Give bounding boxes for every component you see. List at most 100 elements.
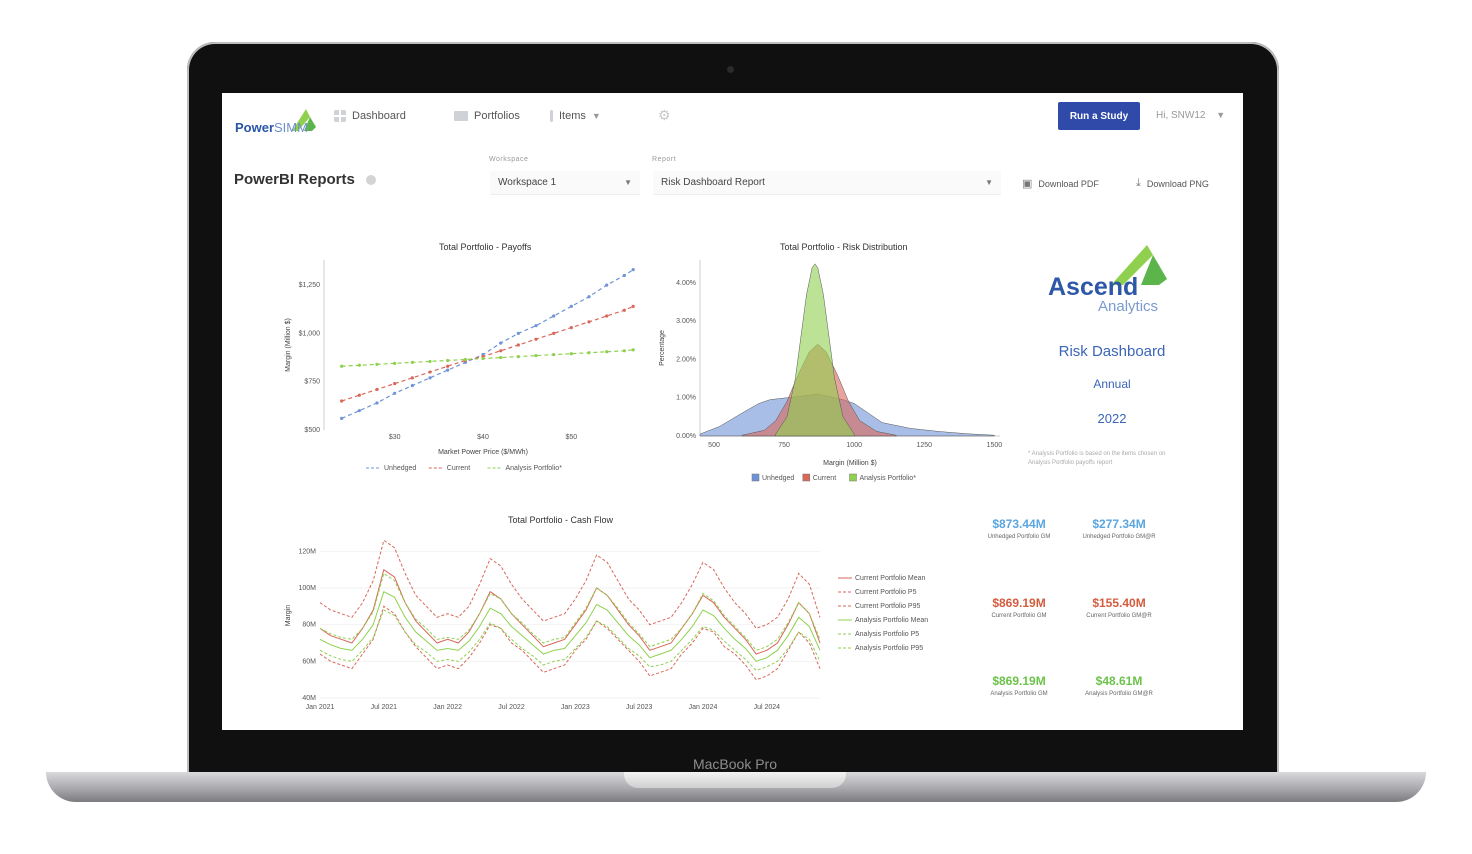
ascend-logo-icon (1111, 245, 1167, 285)
scatter-point (499, 341, 503, 345)
nav-portfolios[interactable]: Portfolios (454, 110, 520, 122)
folder-icon (454, 111, 468, 121)
workspace-value: Workspace 1 (498, 177, 557, 188)
chevron-down-icon: ▼ (624, 178, 632, 187)
gear-icon[interactable]: ⚙ (658, 107, 671, 123)
report-select[interactable]: Risk Dashboard Report ▼ (653, 171, 1001, 195)
x-tick-label: Jan 2024 (689, 704, 718, 711)
scatter-point (446, 368, 450, 372)
scatter-point (605, 350, 609, 354)
download-png-label: Download PNG (1146, 178, 1209, 189)
x-tick-label: Jul 2023 (626, 704, 653, 711)
kpi-tile: $277.34M Unhedged Portfolio GM@R (1064, 517, 1174, 540)
kpi-label: Current Portfolio GM@R (1086, 613, 1152, 619)
kpi-label: Analysis Portfolio GM@R (1085, 691, 1153, 697)
scatter-point (499, 349, 503, 353)
legend-label: Current (447, 465, 470, 472)
kpi-value: $869.19M (992, 596, 1046, 610)
kpi-value: $48.61M (1095, 674, 1143, 688)
kpi-value: $155.40M (1092, 596, 1146, 610)
run-study-button[interactable]: Run a Study (1058, 102, 1140, 130)
device-label: MacBook Pro (692, 756, 778, 772)
y-axis-label: Margin (285, 605, 292, 627)
scatter-point (552, 314, 556, 318)
kpi-label: Current Portfolio GM (991, 613, 1047, 619)
scatter-point (605, 314, 609, 318)
scatter-point (393, 391, 397, 395)
series-line (319, 605, 821, 681)
y-tick-label: $500 (304, 427, 320, 434)
scatter-point (516, 343, 520, 347)
chart-title: Total Portfolio - Payoffs (439, 242, 532, 252)
cash-flow-chart: Total Portfolio - Cash Flow 40M 60M 80M 100M… (285, 515, 928, 711)
logo-text: PowerSIMM (235, 120, 308, 135)
legend-swatch (802, 473, 811, 482)
series-line (319, 572, 821, 651)
workspace-select[interactable]: Workspace 1 ▼ (490, 171, 640, 195)
x-tick-label: $50 (565, 434, 577, 441)
workspace-label: Workspace (489, 156, 529, 163)
legend-label: Current Portfolio P95 (855, 603, 920, 610)
scatter-point (516, 354, 520, 359)
screen: PowerSIMM Dashboard Portfolios Items ▼ ⚙… (222, 93, 1243, 730)
analytics-wordmark: Analytics (1098, 298, 1159, 315)
scatter-point (587, 351, 591, 355)
scatter-point (410, 383, 414, 388)
y-tick-label: 3.00% (676, 318, 696, 325)
user-menu[interactable]: Hi, SNW12 ▼ (1156, 110, 1225, 121)
dashboard-title: Risk Dashboard (1058, 343, 1166, 360)
kpi-value: $869.19M (992, 674, 1046, 688)
y-tick-label: 80M (302, 622, 316, 629)
scatter-point (428, 376, 432, 380)
trend-line (341, 349, 634, 367)
scatter-point (357, 409, 361, 413)
x-tick-label: $30 (389, 434, 401, 441)
nav-dashboard[interactable]: Dashboard (334, 110, 406, 122)
scatter-point (481, 356, 485, 361)
download-png-button[interactable]: ⤓ Download PNG (1136, 177, 1209, 190)
legend-swatch (751, 473, 760, 482)
legend-label: Current (813, 475, 836, 482)
scatter-point (534, 337, 538, 341)
scatter-point (446, 358, 450, 363)
download-icon: ⤓ (1136, 177, 1141, 189)
legend-label: Unhedged (762, 475, 794, 482)
legend-label: Analysis Portfolio* (506, 465, 563, 472)
scatter-point (428, 359, 432, 364)
x-axis-label: Margin (Million $) (823, 460, 877, 467)
trend-line (341, 305, 634, 402)
x-tick-label: Jul 2021 (371, 704, 398, 711)
info-icon[interactable] (366, 175, 376, 185)
y-tick-label: $750 (304, 379, 320, 386)
scatter-point (534, 324, 538, 328)
x-tick-label: Jul 2022 (498, 704, 525, 711)
y-tick-label: 60M (302, 658, 316, 665)
download-pdf-button[interactable]: ▣ Download PDF (1022, 177, 1099, 190)
y-tick-label: 2.00% (676, 356, 696, 363)
series-line (319, 609, 821, 672)
dashboard-icon (334, 110, 346, 122)
period-label: Annual (1093, 377, 1131, 391)
x-tick-label: $40 (477, 434, 489, 441)
chart-title: Total Portfolio - Risk Distribution (780, 242, 908, 252)
download-pdf-label: Download PDF (1038, 178, 1099, 189)
nav-items-label: Items (559, 110, 586, 122)
x-tick-label: Jan 2022 (433, 704, 462, 711)
laptop-notch (624, 772, 846, 788)
density-area (775, 263, 855, 437)
y-axis-label: Percentage (659, 330, 666, 366)
chevron-down-icon: ▼ (985, 178, 993, 187)
series-line (319, 539, 821, 629)
camera-icon (727, 66, 734, 73)
kpi-label: Unhedged Portfolio GM@R (1082, 534, 1156, 540)
nav-items[interactable]: Items ▼ (550, 110, 601, 122)
scatter-point (393, 361, 397, 365)
kpi-tile: $155.40M Current Portfolio GM@R (1064, 596, 1174, 619)
y-tick-label: $1,000 (299, 330, 321, 337)
y-tick-label: $1,250 (299, 282, 321, 289)
scatter-point (375, 387, 379, 392)
kpi-value: $277.34M (1092, 517, 1146, 531)
scatter-point (631, 304, 635, 308)
legend-label: Analysis Portfolio P5 (855, 631, 919, 638)
y-tick-label: 120M (298, 548, 316, 555)
